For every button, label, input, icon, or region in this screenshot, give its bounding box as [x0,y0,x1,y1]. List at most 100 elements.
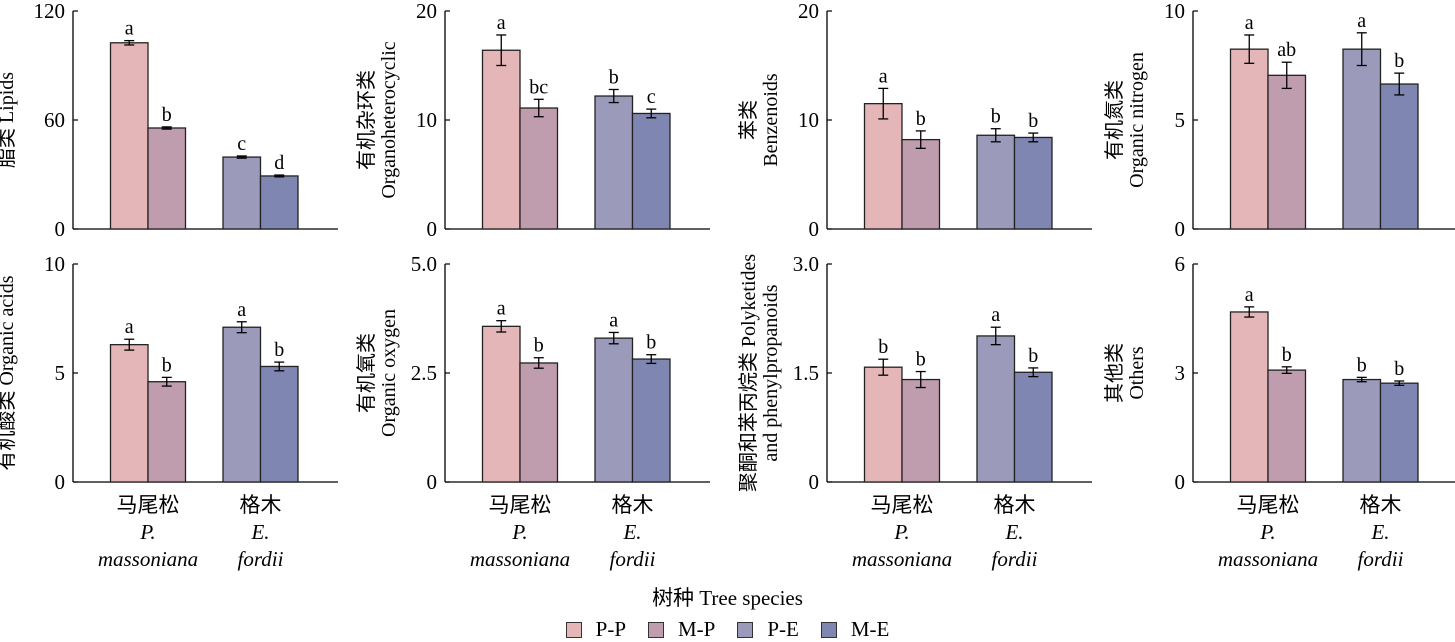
y-tick-label: 5 [1175,108,1186,132]
category-label-zh: 格木 [994,493,1036,517]
x-axis-title: 树种 Tree species [652,586,803,610]
y-tick-label: 0 [809,217,820,241]
category-label-species: fordii [992,547,1038,571]
category-label-species: massoniana [470,547,570,571]
significance-letter: b [1282,344,1292,366]
legend-swatch-pp [565,621,582,638]
bar-m-p [901,138,941,230]
significance-letter: b [274,339,284,361]
category-label-zh: 马尾松 [1237,493,1300,517]
legend-label-pp: P-P [595,617,626,641]
y-axis-label: Organic oxygen [378,309,400,437]
category-label-genus: E. [1370,520,1389,544]
bar-m-e [631,358,671,483]
category-label-genus: E. [250,520,269,544]
y-tick-label: 0 [427,217,438,241]
legend-label-mp: M-P [678,617,716,641]
category-label-species: fordii [610,547,656,571]
bar-m-p [147,381,187,483]
bar-p-p [1229,311,1269,483]
category-label-species: massoniana [1218,547,1318,571]
y-axis-label: Benzenoids [760,73,782,167]
significance-letter: a [125,18,134,40]
y-axis-label: 脂类 Lipids [0,72,18,168]
legend-item-me: M-E [820,617,890,642]
bar-m-e [1013,371,1053,483]
bar-p-e [976,134,1016,230]
y-axis-label: Organoheterocyclic [378,41,400,198]
significance-letter: a [991,304,1000,326]
y-axis-label: Others [1126,346,1148,400]
y-tick-label: 6 [1175,252,1186,276]
y-axis-label: and phenylpropanoids [760,284,782,461]
y-tick-label: 0 [427,470,438,494]
category-label-species: fordii [1358,547,1404,571]
bar-m-p [519,362,559,483]
panel-1: 0 60 120 脂类 Lipids a b c d [0,0,338,241]
legend-swatch-me [820,621,837,638]
bar-m-e [631,112,671,230]
bar-p-p [1229,48,1269,230]
category-label-genus: P. [139,520,155,544]
bar-p-p [481,49,521,230]
legend-swatch-pe [737,621,754,638]
bar-m-p [1267,369,1307,483]
significance-letter: a [1357,10,1366,32]
legend-label-pe: P-E [767,617,799,641]
significance-letter: b [162,104,172,126]
legend-label-me: M-E [850,617,890,641]
legend-item-mp: M-P [648,617,715,642]
bar-p-e [1342,48,1382,230]
category-label-genus: P. [893,520,909,544]
category-label-genus: E. [622,520,641,544]
bar-p-p [863,366,903,483]
significance-letter: b [609,66,619,88]
bar-m-p [901,378,941,483]
legend-swatch-mp [648,621,664,638]
significance-letter: a [609,309,618,331]
bar-m-p [1267,74,1307,230]
bar-m-e [1379,382,1419,483]
legend-item-pe: P-E [737,617,799,642]
y-tick-label: 10 [1164,0,1185,23]
bar-m-e [1013,136,1053,230]
y-tick-label: 3.0 [793,252,819,276]
y-tick-label: 20 [798,0,819,23]
category-label-zh: 格木 [612,493,654,517]
significance-letter: c [237,133,246,155]
bar-p-p [109,42,149,230]
y-tick-label: 0 [809,470,820,494]
category-label-zh: 马尾松 [489,493,552,517]
significance-letter: a [237,299,246,321]
significance-letter: b [1357,354,1367,376]
significance-letter: a [497,298,506,320]
category-label-zh: 格木 [1360,493,1402,517]
y-tick-label: 10 [416,108,437,132]
significance-letter: a [879,65,888,87]
y-tick-label: 10 [798,108,819,132]
bar-p-e [594,337,634,483]
significance-letter: b [534,335,544,357]
y-axis-label: 有机氮类 [1103,80,1126,160]
panel-8: 0 3 6 其他类 Others a b b b 马尾松 P. massoniana 格木 E. fordi… [1103,252,1455,571]
y-tick-label: 2.5 [411,361,437,385]
y-tick-label: 0 [1175,470,1186,494]
bar-p-p [109,344,149,483]
bar-p-e [222,156,262,230]
bar-m-e [259,175,299,230]
y-tick-label: 60 [44,108,65,132]
significance-letter: d [274,152,284,174]
category-label-species: massoniana [98,547,198,571]
bar-p-e [1342,378,1382,483]
panel-6: 0 2.5 5.0 有机氧类 Organic oxygen a b a b 马尾松 P. masson… [355,252,710,571]
category-label-zh: 马尾松 [871,493,934,517]
significance-letter: b [916,108,926,130]
bar-p-p [863,103,903,230]
category-label-genus: P. [511,520,527,544]
significance-letter: a [497,12,506,34]
significance-letter: b [1394,50,1404,72]
significance-letter: b [916,349,926,371]
y-axis-label: 其他类 [1103,343,1126,403]
y-tick-label: 0 [1175,217,1186,241]
